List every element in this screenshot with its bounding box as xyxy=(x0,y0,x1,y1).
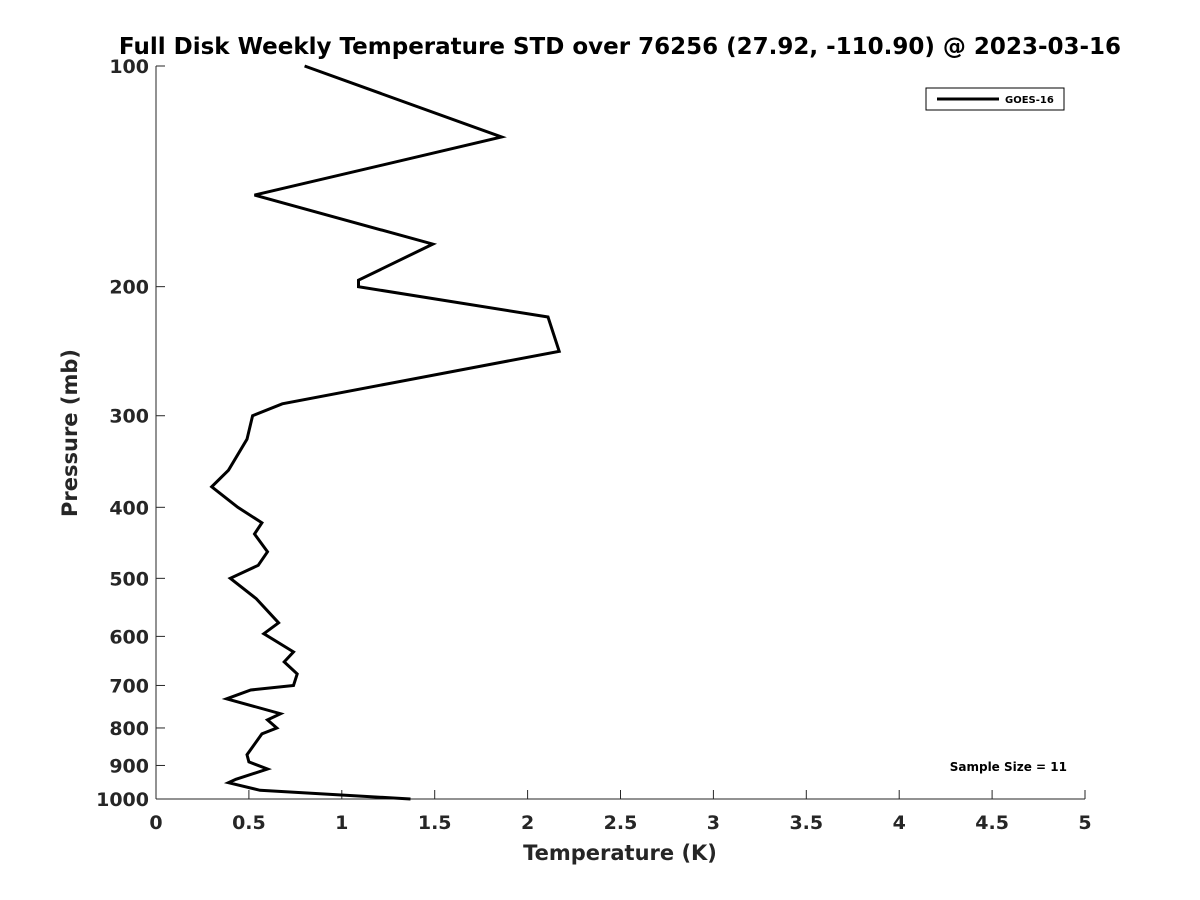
x-tick-label: 2 xyxy=(521,812,534,834)
x-axis-label: Temperature (K) xyxy=(523,841,717,865)
x-tick-label: 0 xyxy=(149,812,162,834)
y-tick-label: 700 xyxy=(109,675,149,697)
y-tick-label: 1000 xyxy=(96,789,149,811)
y-tick-label: 200 xyxy=(109,277,149,299)
x-tick-label: 3.5 xyxy=(789,812,823,834)
series-line-goes-16 xyxy=(209,64,562,801)
y-tick-label: 100 xyxy=(109,56,149,78)
y-tick-label: 400 xyxy=(109,497,149,519)
y-tick-label: 300 xyxy=(109,406,149,428)
y-tick-label: 800 xyxy=(109,718,149,740)
legend-label-goes-16: GOES-16 xyxy=(1005,95,1054,106)
x-tick-label: 1 xyxy=(335,812,348,834)
y-tick-label: 600 xyxy=(109,626,149,648)
x-tick-label: 4.5 xyxy=(975,812,1009,834)
sample-size-annotation: Sample Size = 11 xyxy=(950,760,1067,774)
series-layer xyxy=(209,64,562,801)
x-tick-label: 1.5 xyxy=(418,812,452,834)
x-tick-label: 4 xyxy=(893,812,906,834)
y-tick-label: 900 xyxy=(109,755,149,777)
x-axis: 0 0.5 1 1.5 2 2.5 3 3.5 4 4.5 5 xyxy=(149,790,1092,834)
y-axis: 100 200 300 400 500 600 700 800 900 1000 xyxy=(96,56,165,811)
plot-area xyxy=(155,66,1085,800)
x-tick-label: 0.5 xyxy=(232,812,266,834)
y-tick-label: 500 xyxy=(109,568,149,590)
x-tick-label: 3 xyxy=(707,812,720,834)
y-axis-label: Pressure (mb) xyxy=(58,349,82,517)
x-tick-label: 2.5 xyxy=(604,812,638,834)
chart-title: Full Disk Weekly Temperature STD over 76… xyxy=(119,34,1121,60)
legend: GOES-16 xyxy=(925,87,1065,111)
x-tick-label: 5 xyxy=(1078,812,1091,834)
